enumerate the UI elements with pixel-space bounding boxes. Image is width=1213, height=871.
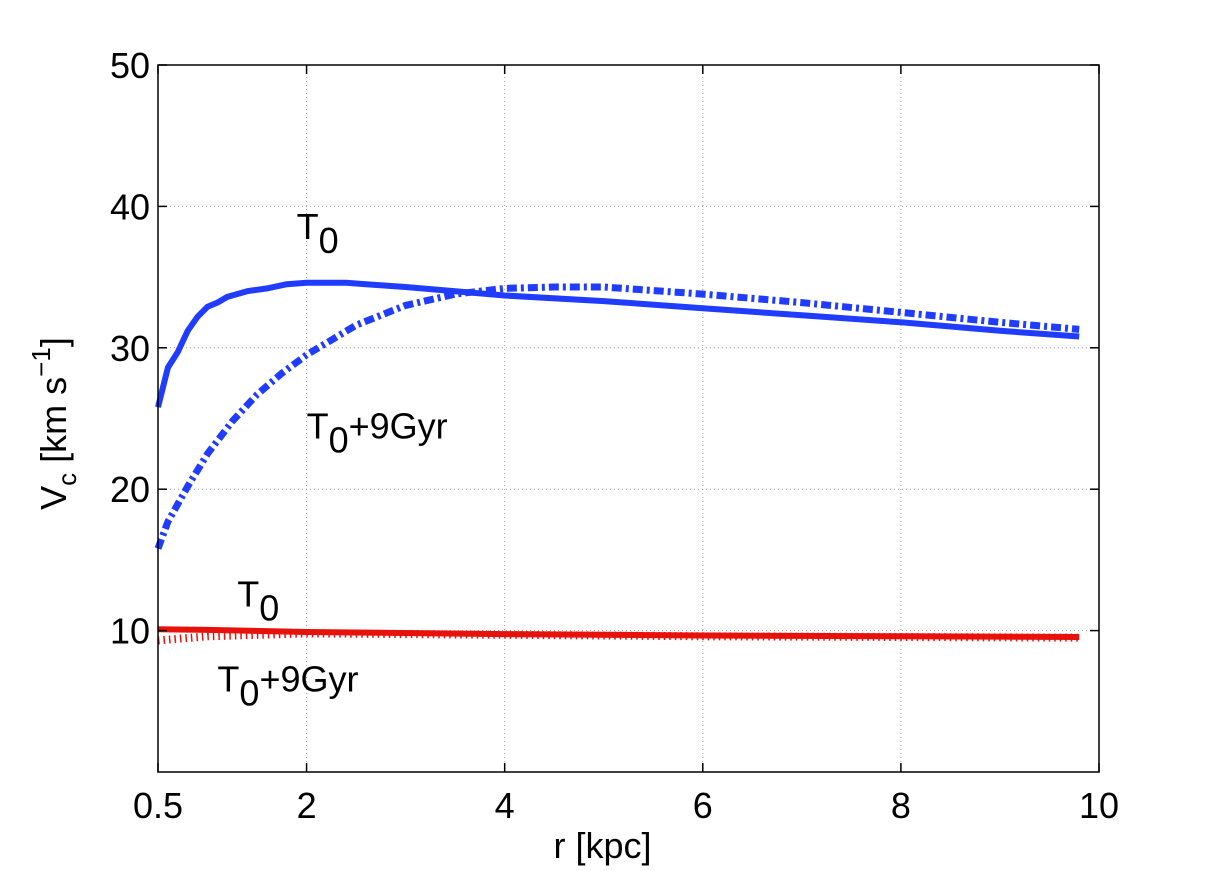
y-axis-title-unit: [km s	[33, 377, 74, 473]
y-tick-label: 30	[110, 328, 150, 369]
x-tick-label: 0.5	[133, 785, 183, 826]
annotation-suffix: +9Gyr	[259, 658, 358, 699]
annotation-label: T0+9Gyr	[217, 658, 358, 713]
x-axis-title: r [kpc]	[553, 825, 651, 866]
y-axis-title-main: V	[33, 486, 74, 510]
annotation-main: T	[217, 658, 239, 699]
x-tick-label: 8	[891, 785, 911, 826]
y-axis-title-sub: c	[52, 473, 82, 486]
series-line-2	[154, 283, 1080, 550]
y-tick-label: 50	[110, 45, 150, 86]
annotation-subscript: 0	[239, 672, 259, 713]
annotation-subscript: 0	[259, 588, 279, 629]
y-axis-title: Vc [km s−1]	[26, 337, 82, 510]
annotation-main: T	[237, 574, 259, 615]
annotation-suffix: +9Gyr	[349, 405, 448, 446]
x-tick-label: 10	[1079, 785, 1119, 826]
tick-marks	[157, 64, 1100, 772]
annotation-label: T0	[297, 206, 339, 261]
annotation-subscript: 0	[329, 419, 349, 460]
annotation-subscript: 0	[319, 220, 339, 261]
axes-frame	[157, 64, 1100, 773]
x-tick-label: 4	[495, 785, 515, 826]
y-axis-title-close: ]	[33, 337, 74, 347]
annotation-main: T	[307, 405, 329, 446]
series-line-1	[155, 279, 1080, 408]
y-axis-title-sup: −1	[26, 347, 56, 377]
annotation-label: T0	[237, 574, 279, 629]
y-tick-label: 10	[110, 611, 150, 652]
data-series	[154, 279, 1080, 645]
x-tick-label: 6	[693, 785, 713, 826]
y-tick-label: 40	[110, 186, 150, 227]
y-tick-label: 20	[110, 469, 150, 510]
tick-labels: 0.5 2 4 6 8 10 10 20 30 40 50	[110, 45, 1119, 826]
x-tick-label: 2	[297, 785, 317, 826]
annotation-label: T0+9Gyr	[307, 405, 448, 460]
series-line-4	[157, 629, 1080, 645]
annotation-main: T	[297, 206, 319, 247]
